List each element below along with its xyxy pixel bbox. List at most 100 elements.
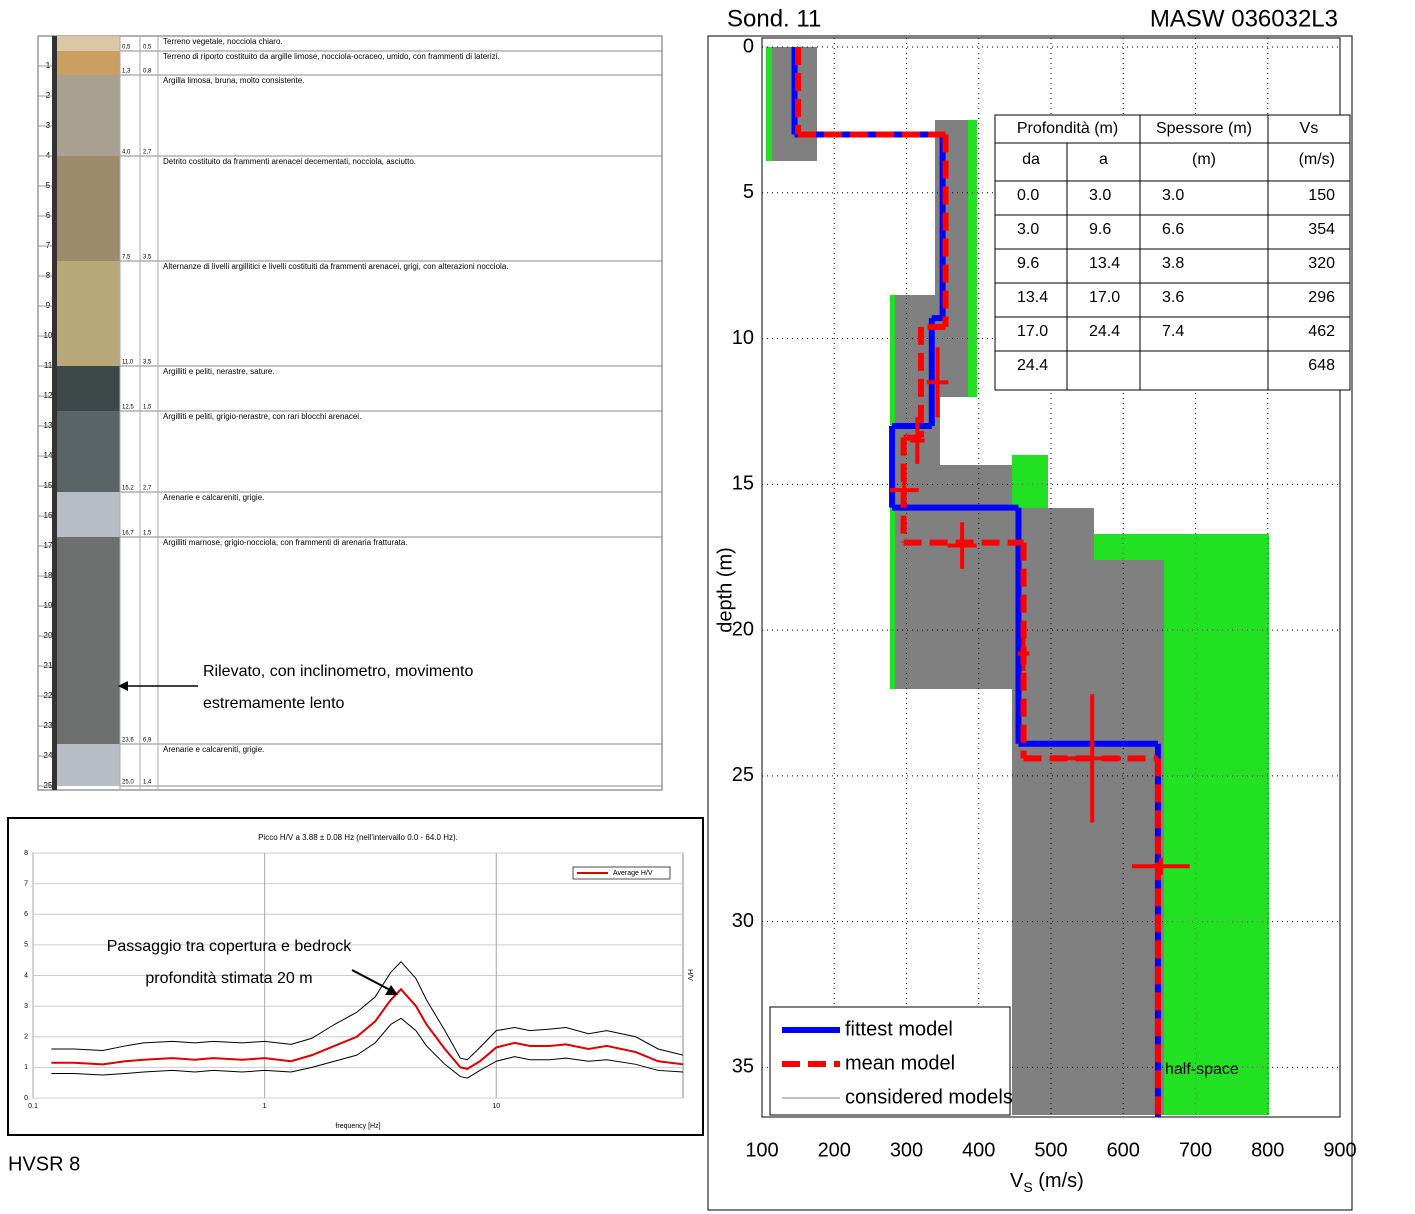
table-subheader: (m/s) [1299,151,1335,168]
layer-depth: 7,5 [122,255,131,261]
layer [57,51,120,75]
table-cell: 17.0 [1017,323,1048,340]
chart-subtitle: MASW 036032L3 [1150,5,1338,32]
table-cell: 3.0 [1162,187,1184,204]
layer-thickness: 0,8 [143,69,152,75]
x-axis-label-sub: S [1023,1179,1032,1195]
layer-depth: 16,7 [122,531,134,537]
table-cell: 6.6 [1162,221,1184,238]
legend-label: considered models [845,1086,1013,1108]
x-tick-label: 0.1 [28,1103,38,1110]
y-tick-label: 2 [24,1034,28,1041]
hvsr-frame [8,818,703,1135]
layer-description: Detrito costituito da frammenti arenacei… [163,157,416,166]
table-cell: 24.4 [1017,357,1048,374]
y-tick-label: 3 [24,1003,28,1010]
table-subheader: da [1022,151,1040,168]
chart-title: Picco H/V a 3.88 ± 0.08 Hz (nell'interva… [258,833,458,842]
legend-label: Average H/V [613,870,653,877]
table-header: Profondità (m) [1017,120,1118,137]
layer [57,492,120,537]
legend-label: fittest model [845,1018,953,1040]
y-tick-label: 8 [24,850,28,857]
layer [57,744,120,786]
y-tick-label: 25 [732,764,754,786]
y-tick-label: 5 [743,181,754,203]
x-tick-label: 800 [1251,1139,1284,1161]
y-axis-label: depth (m) [714,547,736,633]
table-cell: 7.4 [1162,323,1184,340]
layer-description: Argilla limosa, bruna, molto consistente… [163,76,304,85]
table-cell: 9.6 [1089,221,1111,238]
layer-thickness: 2,7 [143,150,152,156]
table-frame [995,115,1350,390]
x-tick-label: 900 [1323,1139,1356,1161]
y-tick-label: 30 [732,910,754,932]
layer-depth: 23,6 [122,738,134,744]
table-cell: 3.0 [1017,221,1039,238]
table-cell: 462 [1308,323,1335,340]
table-cell: 648 [1308,357,1335,374]
x-tick-label: 1 [263,1103,267,1110]
layer-depth: 25,0 [122,780,134,786]
table-cell: 0.0 [1017,187,1039,204]
y-tick-label: 0 [743,35,754,57]
annotation: profondità stimata 20 m [145,970,312,987]
layer [57,261,120,366]
table-cell: 354 [1308,221,1335,238]
x-tick-label: 200 [818,1139,851,1161]
y-tick-label: 4 [24,972,28,979]
log-annotation: Rilevato, con inclinometro, movimento [203,663,473,680]
layer-description: Arenarie e calcareniti, grigie. [163,745,264,754]
table-cell: 17.0 [1089,289,1120,306]
layer-description: Terreno vegetale, nocciola chiaro. [163,37,283,46]
chart-title: Sond. 11 [727,5,821,32]
layer-description: Alternanze di livelli argillitici e live… [163,262,508,271]
layer-thickness: 6,9 [143,738,152,744]
x-tick-label: 700 [1179,1139,1212,1161]
layer-depth: 1,3 [122,69,131,75]
layer-thickness: 3,5 [143,360,152,366]
table-cell: 13.4 [1089,255,1120,272]
layer-thickness: 0,5 [143,45,152,51]
x-tick-label: 400 [962,1139,995,1161]
page: 1234567891011121314151617181920212223242… [0,0,1415,1214]
layer-thickness: 3,5 [143,255,152,261]
table-cell: 150 [1308,187,1335,204]
table-header: Spessore (m) [1156,120,1252,137]
layer-description: Argilliti e peliti, nerastre, sature. [163,367,275,376]
y-tick-label: 10 [732,327,754,349]
layer [57,156,120,261]
layer-thickness: 1,4 [143,780,152,786]
layer-depth: 12,5 [122,405,134,411]
table-header: Vs [1300,120,1319,137]
layer-thickness: 1,5 [143,405,152,411]
table-cell: 13.4 [1017,289,1048,306]
table-cell: 9.6 [1017,255,1039,272]
y-tick-label: 7 [24,880,28,887]
y-tick-label: 1 [24,1064,28,1071]
x-tick-label: 10 [492,1103,500,1110]
x-axis-label-unit: (m/s) [1038,1170,1084,1192]
y-tick-label: 15 [732,473,754,495]
caption: HVSR 8 [8,1153,80,1175]
layer-thickness: 2,7 [143,486,152,492]
log-strip [52,36,57,790]
log-annotation: estremamente lento [203,695,345,712]
layer-description: Argilliti marnose, grigio-nocciola, con … [163,538,408,547]
table-subheader: a [1099,151,1108,168]
layer-description: Argilliti e peliti, grigio-nerastre, con… [163,412,361,421]
layer [57,411,120,492]
y-tick-label: 5 [24,942,28,949]
x-tick-label: 100 [745,1139,778,1161]
table-cell: 3.6 [1162,289,1184,306]
x-tick-label: 500 [1034,1139,1067,1161]
x-axis-label-main: V [1010,1170,1024,1192]
table-cell: 24.4 [1089,323,1120,340]
layer [57,36,120,51]
layer [57,75,120,156]
y-tick-label: 0 [24,1095,28,1102]
table-cell: 296 [1308,289,1335,306]
x-tick-label: 600 [1107,1139,1140,1161]
layer-thickness: 1,5 [143,531,152,537]
